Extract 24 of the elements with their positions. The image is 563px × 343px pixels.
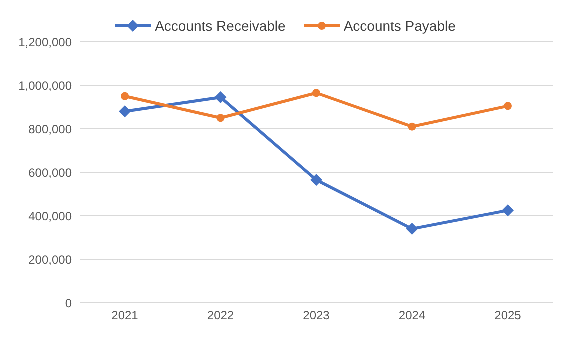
point: [502, 204, 514, 217]
x-tick-label: 2024: [398, 308, 426, 323]
point: [310, 174, 322, 186]
legend-label: Accounts Payable: [344, 18, 456, 34]
x-tick-label: 2022: [207, 308, 234, 323]
point: [214, 91, 227, 104]
x-tick-label: 2021: [112, 308, 139, 323]
y-tick-label: 1,000,000: [18, 78, 72, 93]
y-tick-label: 400,000: [28, 209, 72, 224]
x-tick-label: 2023: [303, 308, 330, 323]
y-tick-label: 1,200,000: [18, 35, 72, 50]
point: [312, 89, 320, 98]
point: [216, 114, 225, 122]
y-tick-label: 800,000: [28, 122, 72, 136]
point: [406, 223, 418, 236]
y-tick-label: 600,000: [28, 166, 72, 180]
point: [121, 92, 129, 100]
y-tick-label: 0: [65, 296, 72, 310]
legend-label: Accounts Receivable: [155, 18, 286, 34]
point: [119, 106, 131, 118]
point: [504, 102, 512, 110]
y-tick-label: 200,000: [28, 252, 72, 267]
point: [408, 122, 416, 131]
x-tick-label: 2025: [494, 308, 522, 323]
